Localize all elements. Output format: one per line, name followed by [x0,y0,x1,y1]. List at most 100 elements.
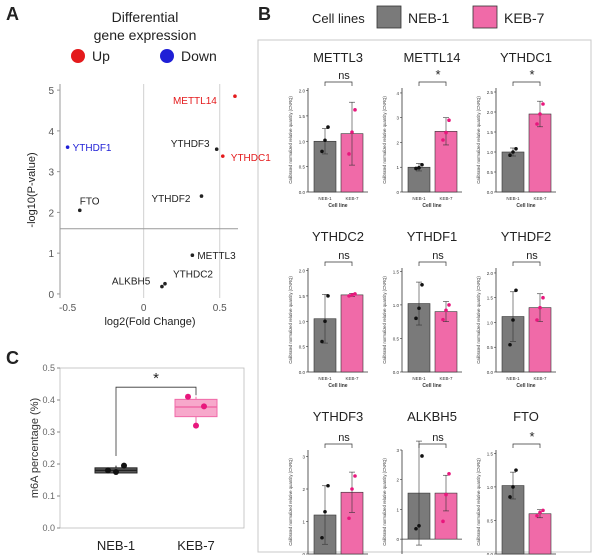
y-tick-label: 0.5 [299,165,306,170]
significance-bracket [512,81,541,86]
significance-bracket [115,386,197,456]
x-axis-label: Cell line [422,203,441,209]
x-tick-label: NEB-1 [412,196,426,201]
data-point [441,138,445,142]
y-tick-label: 1 [48,249,54,260]
plot-frame [59,367,245,529]
x-tick-label: NEB-1 [97,538,135,553]
subplot-title: ALKBH5 [407,409,457,424]
y-axis-label: Calibrated normalized relative quantity … [382,276,387,364]
data-point [417,523,421,528]
y-tick-label: 2.0 [487,110,494,115]
x-tick-label: NEB-1 [412,376,426,381]
x-axis-label: Cell line [422,383,441,389]
significance-bracket [512,443,541,448]
y-tick-label: 0.0 [299,190,306,195]
y-tick-label: 0.5 [487,518,494,523]
y-tick-label: 0 [396,190,399,195]
bar-keb-7 [528,513,552,555]
x-tick-label: 0.5 [213,303,227,314]
x-tick-label: KEB-7 [439,376,453,381]
y-tick-label: 4 [48,127,54,138]
y-tick-label: 1.5 [299,294,306,299]
data-point [444,308,448,313]
data-point [508,342,512,347]
panel-letter-a: A [6,4,19,24]
legend-title: Cell lines [312,11,365,26]
data-point [511,485,515,489]
y-tick-label: 1.5 [487,296,494,301]
subplot-alkbh5: ALKBH5 0 1 2 3 Calibrated normalized relative… [382,409,462,554]
data-point [538,112,542,116]
y-tick-label: 1.0 [299,319,306,324]
data-point [514,147,518,151]
y-axis-label: Calibrated normalized relative quantity … [288,276,293,364]
bar-keb-7 [340,294,364,373]
y-tick-label: 0.5 [42,363,55,373]
point-mettl14 [233,94,237,99]
y-axis-label: Calibrated normalized relative quantity … [382,96,387,184]
data-point [320,339,324,344]
data-point [323,319,327,324]
y-axis-label: Calibrated normalized relative quantity … [382,458,387,546]
y-tick-label: 1.0 [487,150,494,155]
x-axis-label: log2(Fold Change) [104,316,195,328]
y-tick-label: 0.0 [299,370,306,375]
y-tick-label: 1.0 [393,303,400,308]
data-point [105,467,111,474]
data-point [350,130,354,134]
point-mettl3 [190,253,195,257]
data-point [201,403,207,410]
x-axis-label: Cell line [328,383,347,389]
y-tick-label: 0.5 [299,345,306,350]
data-point [447,471,451,476]
y-tick-label: 0.4 [42,395,55,405]
subplot-fto: FTO 0.0 0.5 1.0 1.5 Calibrated normalized rel… [476,409,556,555]
data-point [353,292,357,296]
significance-label: ns [432,250,444,262]
box-body [174,398,218,418]
point-ythdf3 [214,147,219,152]
subplot-title: YTHDC1 [500,50,552,65]
y-axis-label: Calibrated normalized relative quantity … [476,96,481,184]
data-point [121,462,127,469]
bar-neb-1 [501,151,525,193]
y-tick-label: 1 [396,165,399,170]
point-alkbh5 [160,284,164,289]
y-tick-label: 2.5 [487,90,494,95]
data-point [420,162,424,167]
panel-letter-b: B [258,4,271,24]
subplot-title: YTHDF1 [407,229,458,244]
x-axis-label: Cell line [328,203,347,209]
data-point [444,130,448,135]
data-point [347,294,351,298]
significance-label: ns [338,250,350,262]
data-point [323,138,327,143]
point-ythdc2 [163,281,167,286]
data-point [541,508,545,513]
y-tick-label: 1 [396,507,399,512]
legend-label-neb1: NEB-1 [408,10,449,26]
y-tick-label: 0.0 [42,523,55,533]
box-keb-7 [174,393,218,429]
data-point [326,294,330,298]
legend-swatch-neb1 [376,5,402,29]
data-point [441,519,445,524]
significance-bracket [324,261,353,266]
legend-marker-down [160,49,174,63]
y-tick-label: 0.0 [487,190,494,195]
x-tick-label: KEB-7 [177,538,215,553]
data-point [347,152,351,156]
data-point [420,454,424,458]
significance-bracket [512,261,541,266]
y-tick-label: 0.2 [42,459,55,469]
significance-label: ns [338,70,350,82]
data-point [538,510,542,515]
volcano-plot-panel: Differential gene expression Up Down 0 1 2 3 4 5 -… [26,9,271,328]
significance-bracket [324,443,353,448]
data-point [535,122,539,126]
legend-marker-up [71,49,85,63]
y-tick-label: 0.3 [42,427,55,437]
legend-label-keb7: KEB-7 [504,10,545,26]
